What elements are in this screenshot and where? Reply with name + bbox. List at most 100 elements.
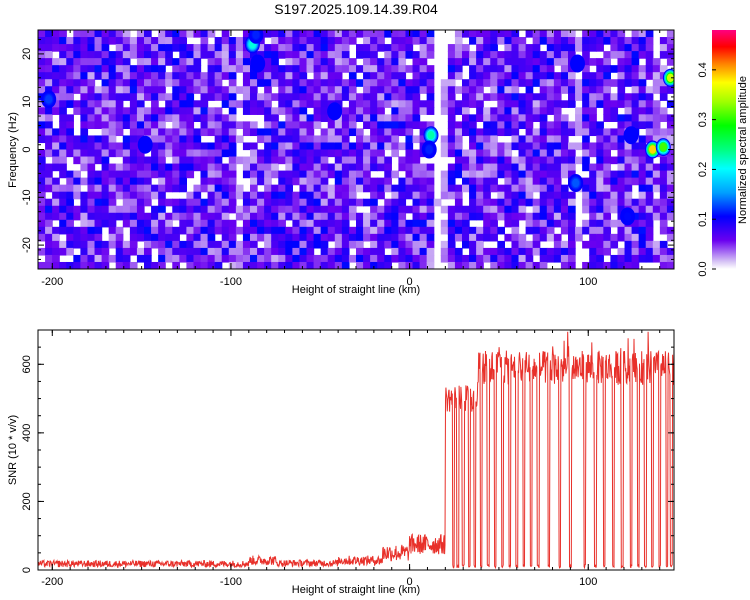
spectrogram-cell: [257, 51, 265, 59]
y-tick-label: -20: [21, 237, 33, 253]
spectrogram-cell: [363, 219, 371, 228]
spectrogram-cell: [271, 233, 279, 242]
spectrogram-cell: [306, 121, 315, 130]
spectrogram-cell: [553, 107, 562, 115]
spectrogram-cell: [356, 177, 364, 186]
spectrogram-cell: [419, 254, 428, 263]
spectrogram-cell: [158, 261, 166, 269]
spectrogram-cell: [327, 247, 336, 256]
spectrogram-cell: [87, 37, 96, 45]
spectrogram-cell: [391, 184, 399, 193]
spectrogram-cell: [193, 100, 202, 108]
spectrogram-cell: [426, 177, 435, 186]
spectrogram-cell: [568, 226, 576, 235]
spectrogram-cell: [285, 226, 293, 235]
spectrogram-cell: [144, 198, 152, 207]
spectrogram-cell: [108, 93, 117, 101]
spectrogram-cell: [412, 163, 421, 172]
spectrogram-cell: [151, 86, 159, 94]
spectrogram-cell: [129, 37, 138, 45]
spectrogram-cell: [158, 135, 166, 144]
spectrogram-cell: [250, 107, 258, 115]
spectrogram-cell: [532, 212, 541, 221]
spectrogram-cell: [136, 100, 145, 108]
spectrogram-cell: [144, 170, 152, 179]
spectrogram-cell: [568, 93, 576, 101]
spectrogram-cell: [596, 142, 604, 151]
spectrogram-cell: [532, 44, 541, 52]
spectrogram-cell: [257, 170, 265, 179]
spectrogram-cell: [165, 254, 173, 263]
spectrogram-cell: [419, 226, 428, 235]
spectrogram-cell: [589, 163, 597, 172]
spectrogram-cell: [341, 79, 350, 87]
spectrogram-cell: [582, 30, 590, 38]
spectrogram-cell: [546, 44, 555, 52]
spectrogram-cell: [659, 37, 668, 45]
spectrogram-cell: [334, 240, 343, 249]
spectrogram-cell: [45, 58, 53, 66]
spectrogram-cell: [377, 135, 385, 144]
spectrogram-cell: [306, 163, 315, 172]
spectrogram-cell: [532, 163, 541, 172]
spectrogram-cell: [45, 240, 53, 249]
spectrogram-cell: [511, 72, 520, 80]
spectrogram-cell: [560, 247, 569, 256]
spectrogram-cell: [129, 65, 138, 73]
spectrogram-cell: [568, 156, 576, 165]
spectrogram-cell: [172, 58, 180, 66]
spectrogram-cell: [179, 107, 187, 115]
spectrogram-cell: [454, 149, 463, 158]
spectrogram-cell: [59, 198, 67, 207]
spectrogram-cell: [476, 114, 484, 122]
spectrogram-cell: [511, 261, 520, 269]
spectrogram-cell: [610, 170, 619, 179]
spectrogram-cell: [546, 93, 555, 101]
spectrogram-cell: [242, 247, 251, 256]
spectrogram-cell: [38, 247, 46, 256]
spectrogram-cell: [603, 65, 611, 73]
spectrogram-cell: [73, 184, 81, 193]
spectrogram-cell: [589, 219, 597, 228]
spectrogram-cell: [136, 184, 145, 193]
spectrogram-cell: [504, 177, 513, 186]
spectrogram-cell: [504, 184, 513, 193]
colorbar: 0.00.10.20.30.4 Normalized spectral ampl…: [697, 30, 749, 277]
spectrogram-cell: [582, 51, 590, 59]
spectrogram-cell: [546, 65, 555, 73]
spectrogram-cell: [419, 79, 428, 87]
spectrogram-cell: [412, 205, 421, 214]
spectrogram-cell: [659, 107, 668, 115]
spectrogram-cell: [596, 163, 604, 172]
spectrogram-cell: [356, 240, 364, 249]
spectrogram-cell: [38, 58, 46, 66]
spectrogram-cell: [426, 261, 435, 269]
spectrogram-cell: [45, 114, 53, 122]
spectrogram-cell: [158, 170, 166, 179]
spectrogram-cell: [172, 79, 180, 87]
spectrogram-cell: [469, 149, 477, 158]
spectrogram-cell: [426, 191, 435, 200]
spectrogram-cell: [546, 247, 555, 256]
spectrogram-cell: [320, 198, 329, 207]
spectrogram-cell: [412, 191, 421, 200]
spectrogram-cell: [122, 191, 131, 200]
spectrogram-cell: [568, 79, 576, 87]
spectrogram-cell: [638, 240, 647, 249]
spectrogram-cell: [214, 86, 223, 94]
spectrogram-cell: [285, 212, 293, 221]
spectrogram-cell: [391, 30, 399, 38]
spectrogram-cell: [405, 156, 414, 165]
spectrogram-cell: [447, 128, 456, 137]
spectrogram-cell: [603, 149, 611, 158]
spectrogram-cell: [207, 170, 216, 179]
spectrogram-cell: [454, 128, 463, 137]
spectrogram-cell: [476, 191, 484, 200]
spectrogram-x-axis-label: Height of straight line (km): [292, 284, 420, 296]
spectrogram-cell: [348, 149, 357, 158]
spectrogram-cell: [165, 51, 173, 59]
spectrogram-cell: [87, 219, 96, 228]
spectrogram-cell: [645, 219, 654, 228]
spectrogram-cell: [426, 212, 435, 221]
spectrogram-cell: [228, 51, 237, 59]
